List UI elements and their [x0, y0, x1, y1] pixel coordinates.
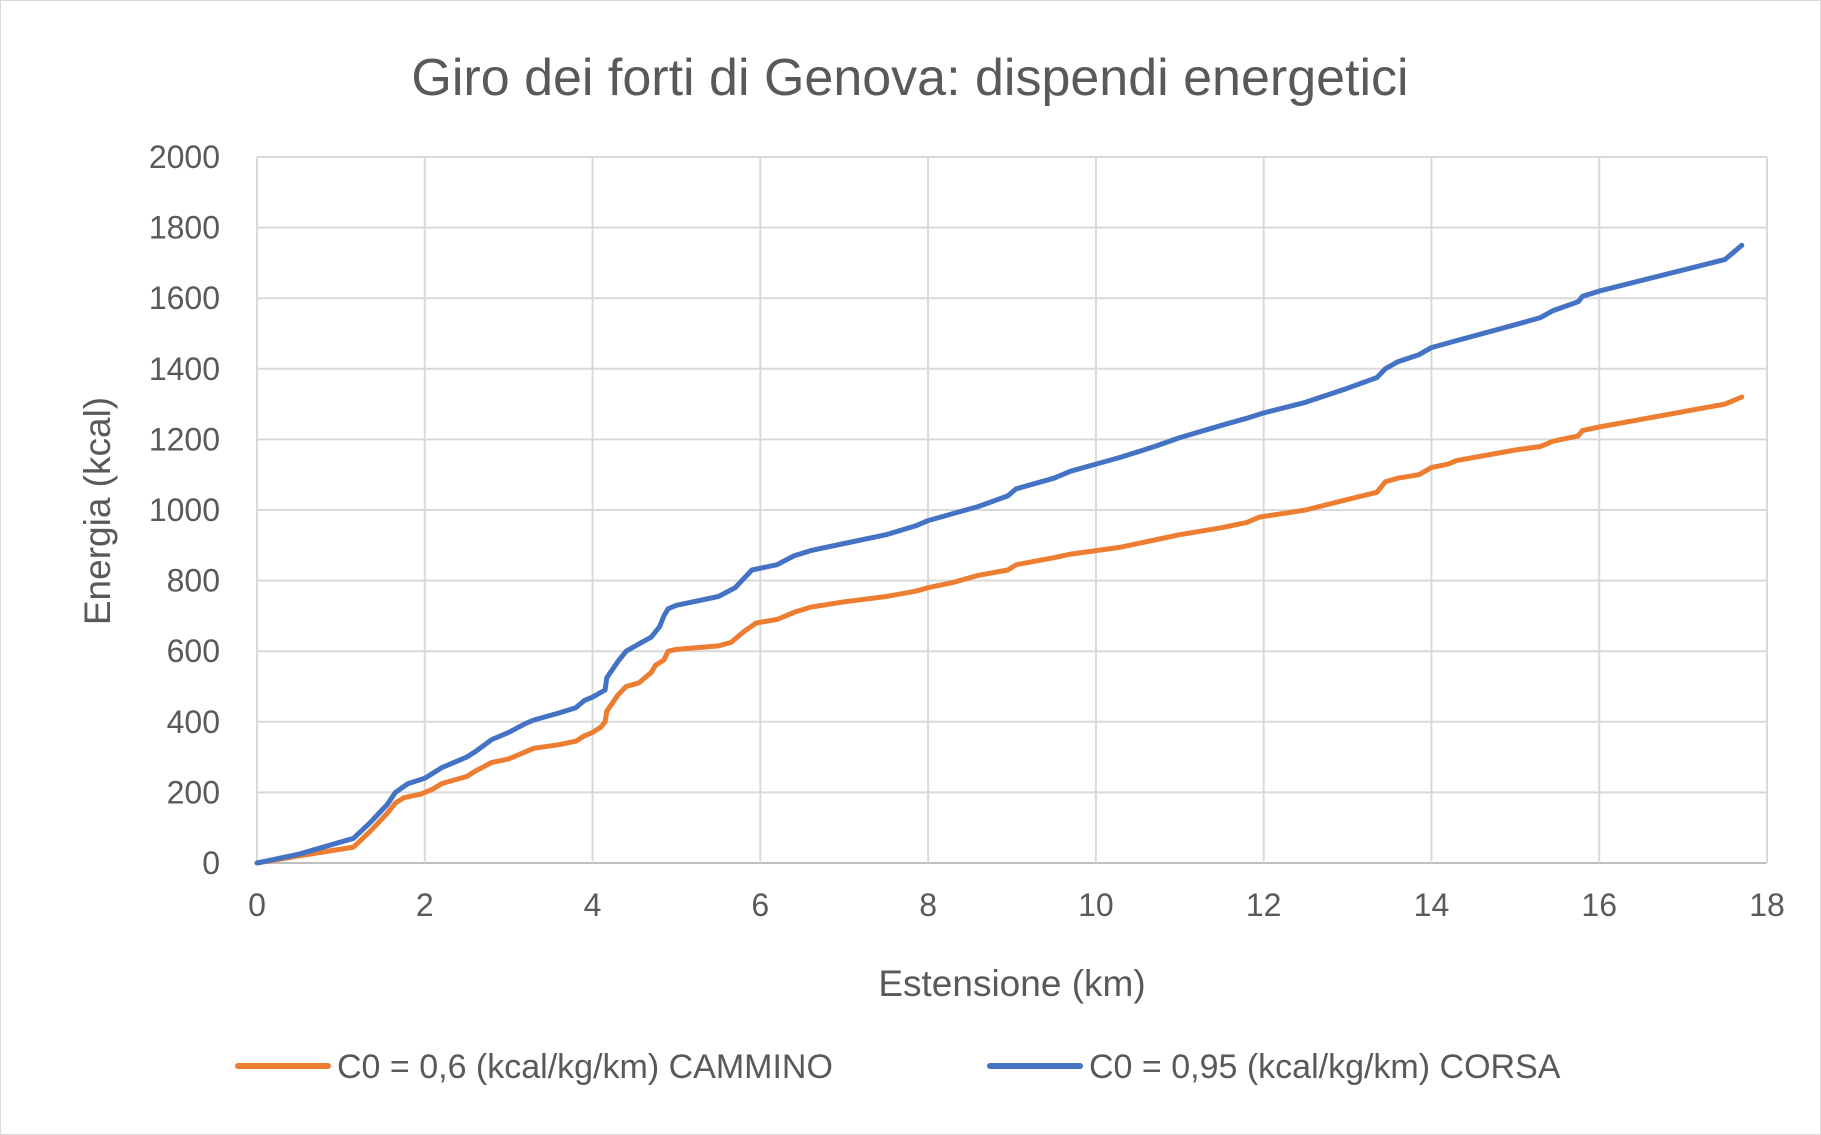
chart-title: Giro dei forti di Genova: dispendi energ…	[411, 49, 1408, 107]
y-axis-title: Energia (kcal)	[77, 397, 118, 625]
x-tick-label: 0	[248, 887, 266, 923]
y-tick-label: 1200	[149, 421, 220, 457]
gridlines	[256, 156, 1768, 864]
legend: C0 = 0,6 (kcal/kg/km) CAMMINO C0 = 0,95 …	[235, 1048, 1561, 1086]
x-tick-label: 18	[1749, 887, 1785, 923]
y-tick-label: 2000	[149, 139, 220, 175]
y-tick-label: 600	[167, 633, 220, 669]
x-tick-label: 4	[584, 887, 602, 923]
y-tick-label: 200	[167, 774, 220, 810]
x-tick-label: 12	[1246, 887, 1282, 923]
x-axis-ticks: 0 2 4 6 8 10 12 14 16 18	[248, 887, 1785, 923]
series-lines	[254, 242, 1745, 866]
x-tick-label: 8	[919, 887, 937, 923]
series-line-corsa	[254, 242, 1745, 866]
legend-label-corsa: C0 = 0,95 (kcal/kg/km) CORSA	[1089, 1048, 1561, 1086]
y-axis-ticks: 0 200 400 600 800 1000 1200 1400 1600 1800 2000	[149, 139, 220, 881]
x-tick-label: 16	[1581, 887, 1617, 923]
x-tick-label: 2	[416, 887, 434, 923]
legend-label-cammino: C0 = 0,6 (kcal/kg/km) CAMMINO	[337, 1048, 833, 1086]
y-tick-label: 400	[167, 704, 220, 740]
y-tick-label: 800	[167, 563, 220, 599]
x-tick-label: 10	[1078, 887, 1114, 923]
y-tick-label: 1000	[149, 492, 220, 528]
x-tick-label: 14	[1414, 887, 1450, 923]
series-line-cammino	[254, 394, 1745, 866]
x-axis-title: Estensione (km)	[878, 963, 1145, 1004]
y-tick-label: 1800	[149, 210, 220, 246]
y-tick-label: 0	[202, 845, 220, 881]
y-tick-label: 1400	[149, 351, 220, 387]
y-tick-label: 1600	[149, 280, 220, 316]
x-tick-label: 6	[751, 887, 769, 923]
